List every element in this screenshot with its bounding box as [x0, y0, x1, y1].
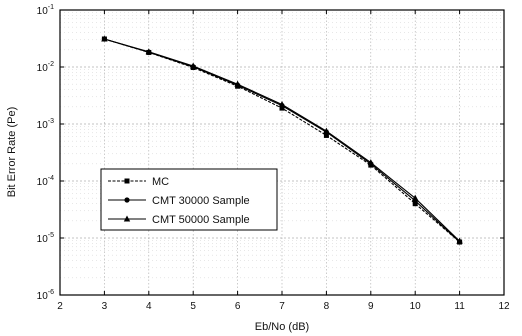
data-point — [145, 48, 152, 55]
data-point — [367, 159, 374, 166]
data-point — [323, 127, 330, 134]
x-tick-label: 4 — [146, 301, 152, 312]
legend: MC CMT 30000 Sample CMT 50000 Sample — [100, 168, 278, 231]
y-tick-label: 10-6 — [37, 289, 54, 302]
x-tick-label: 2 — [57, 301, 63, 312]
x-tick-label: 5 — [190, 301, 196, 312]
legend-label: CMT 30000 Sample — [152, 195, 250, 207]
y-tick-label: 10-2 — [37, 61, 54, 74]
data-point — [190, 62, 197, 69]
data-point — [234, 80, 241, 87]
x-axis-label: Eb/No (dB) — [255, 321, 309, 333]
data-point — [101, 35, 108, 42]
legend-marker — [124, 197, 130, 203]
data-point — [323, 132, 329, 138]
y-tick-label: 10-3 — [37, 118, 54, 131]
legend-label: CMT 50000 Sample — [152, 214, 250, 226]
data-point — [412, 194, 419, 201]
data-point — [412, 201, 418, 207]
x-tick-label: 6 — [235, 301, 241, 312]
grid — [60, 10, 504, 295]
legend-marker — [124, 178, 130, 184]
legend-label: MC — [152, 176, 169, 188]
x-tick-label: 8 — [324, 301, 330, 312]
x-tick-label: 11 — [454, 301, 465, 312]
series-lines — [101, 35, 463, 245]
y-tick-label: 10-4 — [37, 175, 54, 188]
x-tick-label: 7 — [279, 301, 285, 312]
y-tick-label: 10-1 — [37, 4, 54, 17]
data-point — [456, 237, 463, 244]
axis-ticks: 2 3 4 5 6 7 8 9 10 11 12 10-6 10-5 10-4 10-3 10-2 10-1 — [37, 4, 510, 312]
legend-marker — [123, 215, 131, 222]
x-tick-label: 10 — [410, 301, 422, 312]
x-tick-label: 9 — [368, 301, 374, 312]
y-axis-label: Bit Error Rate (Pe) — [6, 107, 18, 197]
x-tick-label: 3 — [102, 301, 108, 312]
data-point — [278, 100, 286, 107]
y-tick-label: 10-5 — [37, 232, 54, 245]
x-tick-label: 12 — [498, 301, 510, 312]
